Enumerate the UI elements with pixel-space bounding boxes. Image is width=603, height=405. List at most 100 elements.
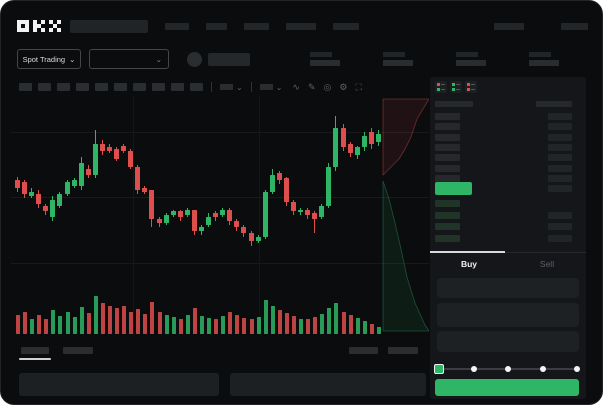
chart-footer-option[interactable] xyxy=(349,347,378,354)
candle xyxy=(326,167,331,206)
nav-item-placeholder[interactable] xyxy=(206,22,227,30)
okx-logo[interactable] xyxy=(17,20,61,32)
candle xyxy=(79,163,84,186)
amount-slider[interactable] xyxy=(434,364,580,374)
buy-submit-button[interactable] xyxy=(435,379,579,396)
orderbook-ask-row[interactable] xyxy=(435,164,572,172)
volume-bar xyxy=(342,312,346,334)
nav-item-placeholder[interactable] xyxy=(244,22,269,30)
chart-toolbar: ⌄ ⌄ ∿ ✎ ◎ ⚙ ⛶ xyxy=(19,80,362,94)
orderbook-trade-panel: Buy Sell xyxy=(430,77,586,399)
indicator-dropdown[interactable]: ⌄ xyxy=(220,83,243,92)
timeframe-button[interactable] xyxy=(171,83,184,91)
fullscreen-icon[interactable]: ⛶ xyxy=(355,82,362,92)
search-input[interactable] xyxy=(70,19,148,33)
nav-item-placeholder[interactable] xyxy=(286,22,316,30)
chevron-down-icon: ⌄ xyxy=(236,82,243,92)
orderbook-bid-row[interactable] xyxy=(435,200,572,207)
candle xyxy=(312,213,317,219)
gridline xyxy=(11,132,429,133)
candle xyxy=(192,210,197,231)
candle xyxy=(263,192,268,237)
timeframe-button[interactable] xyxy=(19,83,32,91)
volume-bar xyxy=(327,308,331,334)
volume-bar xyxy=(242,318,246,334)
volume-bar xyxy=(165,315,169,334)
orderbook-ask-row[interactable] xyxy=(435,113,572,120)
orderbook-ask-row[interactable] xyxy=(435,143,572,151)
volume-bar xyxy=(306,319,310,334)
nav-item-placeholder[interactable] xyxy=(165,22,189,30)
last-price-badge[interactable] xyxy=(435,182,472,195)
timeframe-button[interactable] xyxy=(152,83,165,91)
orderbook-bid-row[interactable] xyxy=(435,234,572,242)
slider-stop[interactable] xyxy=(470,366,477,372)
volume-bar xyxy=(115,308,119,334)
okx-logo-o xyxy=(17,20,29,32)
chart-footer-tab[interactable] xyxy=(63,347,93,354)
slider-stop[interactable] xyxy=(539,366,546,372)
nav-item-placeholder[interactable] xyxy=(333,22,359,30)
camera-icon[interactable]: ◎ xyxy=(323,82,332,92)
orderbook-ask-row[interactable] xyxy=(435,154,572,162)
orderbook-ask-row[interactable] xyxy=(435,174,572,182)
volume-bar xyxy=(101,303,105,334)
orderbook-ask-row[interactable] xyxy=(435,133,572,141)
nav-item-placeholder[interactable] xyxy=(494,22,524,30)
candle xyxy=(86,169,91,175)
timeframe-button[interactable] xyxy=(190,83,203,91)
bottom-panel-orders[interactable] xyxy=(19,373,219,396)
timeframe-button[interactable] xyxy=(114,83,127,91)
chart-footer-option[interactable] xyxy=(388,347,418,354)
pair-selector[interactable]: ⌄ xyxy=(89,49,169,69)
timeframe-button[interactable] xyxy=(76,83,89,91)
volume-bar xyxy=(292,316,296,334)
candle xyxy=(22,182,27,194)
wave-icon[interactable]: ∿ xyxy=(292,82,300,92)
nav-item-placeholder[interactable] xyxy=(561,22,588,30)
volume-bar xyxy=(23,312,27,334)
volume-bar xyxy=(179,319,183,334)
book-combined-icon[interactable] xyxy=(435,81,447,93)
volume-bar xyxy=(129,312,133,334)
bottom-panel-history[interactable] xyxy=(230,373,426,396)
candle xyxy=(178,211,183,217)
timeframe-button[interactable] xyxy=(133,83,146,91)
price-input[interactable] xyxy=(437,278,579,298)
timeframe-button[interactable] xyxy=(38,83,51,91)
orderbook-bid-row[interactable] xyxy=(435,211,572,219)
price-chart[interactable] xyxy=(11,97,429,334)
book-bids-icon[interactable] xyxy=(450,81,462,93)
gridline xyxy=(259,97,260,334)
volume-bar xyxy=(150,302,154,334)
total-input[interactable] xyxy=(437,331,579,352)
tab-sell[interactable]: Sell xyxy=(539,259,555,269)
orderbook-bid-row[interactable] xyxy=(435,223,572,230)
toolbar-divider xyxy=(211,82,212,92)
volume-bar xyxy=(108,306,112,334)
draw-icon[interactable]: ✎ xyxy=(307,82,316,92)
slider-stop[interactable] xyxy=(574,366,580,372)
volume-bar xyxy=(250,319,254,334)
volume-bar xyxy=(186,315,190,334)
market-type-selector[interactable]: Spot Trading ⌄ xyxy=(17,49,81,69)
pair-action-placeholder[interactable] xyxy=(208,52,250,66)
orderbook-ask-row[interactable] xyxy=(435,123,572,131)
timeframe-button[interactable] xyxy=(95,83,108,91)
chevron-down-icon: ⌄ xyxy=(155,54,162,64)
book-asks-icon[interactable] xyxy=(465,81,477,93)
candle xyxy=(72,180,77,186)
chart-footer-tab-active[interactable] xyxy=(21,347,49,354)
indicator-dropdown[interactable]: ⌄ xyxy=(259,83,282,92)
slider-stop[interactable] xyxy=(505,366,511,372)
price-column-header xyxy=(435,101,473,107)
slider-handle[interactable] xyxy=(434,364,444,374)
timeframe-button[interactable] xyxy=(57,83,70,91)
trade-tabs: Buy Sell xyxy=(430,257,586,271)
candle xyxy=(65,182,70,194)
settings-icon[interactable]: ⚙ xyxy=(339,82,348,92)
tab-buy[interactable]: Buy xyxy=(460,259,478,269)
ticker-stats xyxy=(310,52,559,66)
amount-input[interactable] xyxy=(437,303,579,327)
